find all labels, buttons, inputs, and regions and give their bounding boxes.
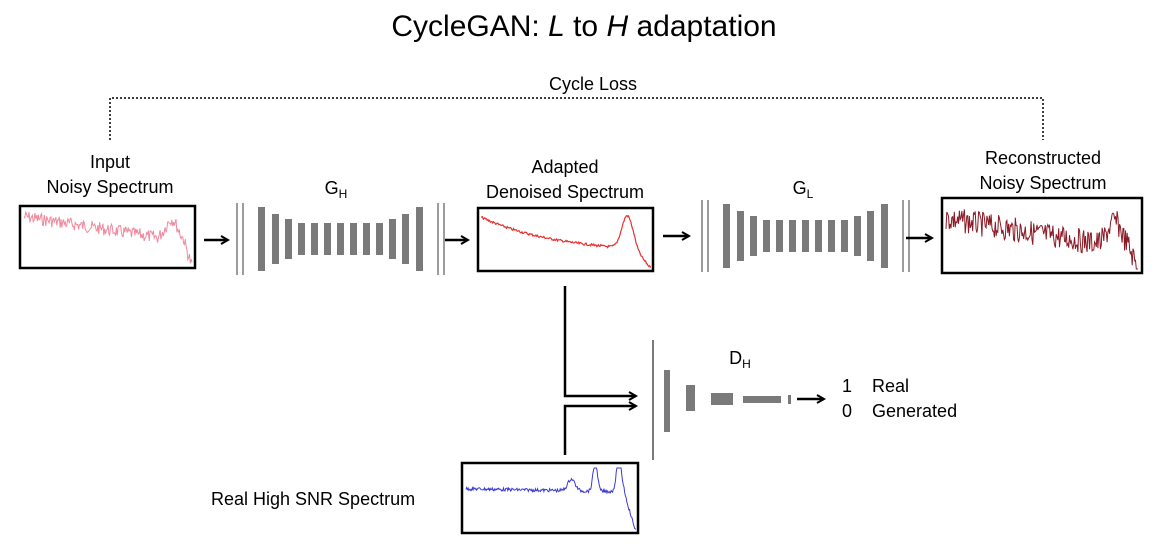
network-layer (258, 207, 265, 271)
network-layer (854, 216, 861, 256)
cycle-loss-label: Cycle Loss (548, 74, 638, 94)
discriminator-layer (686, 385, 695, 411)
network-layer (723, 204, 730, 268)
output-real: 1 Real (842, 374, 909, 399)
reconstructed-spectrum-box (940, 196, 1144, 275)
generator-h-base: G (324, 178, 339, 198)
title-suffix: adaptation (628, 10, 777, 43)
network-layer (776, 220, 783, 252)
output-real-value: 1 (842, 376, 853, 396)
network-layer (750, 216, 757, 256)
discriminator-layer (711, 393, 733, 405)
title-domain-to: H (606, 10, 629, 43)
network-layer (376, 223, 383, 255)
reconstructed-spectrum-trace (945, 209, 1138, 270)
discriminator-h-base: D (729, 348, 743, 368)
input-spectrum-trace (23, 210, 193, 264)
output-generated-value: 0 (842, 401, 853, 421)
adapted-spectrum-box (476, 206, 655, 273)
network-layer (867, 211, 874, 261)
generator-h-sub: H (338, 187, 348, 201)
generator-l-network (701, 200, 910, 272)
discriminator-h-sub: H (742, 357, 751, 371)
generator-l-sub: L (806, 187, 814, 201)
adapted-label-line1: Adapted (531, 157, 599, 177)
discriminator-layer (664, 370, 670, 432)
adapted-label-line2: Denoised Spectrum (485, 182, 645, 202)
title-domain-from: L (548, 10, 565, 43)
network-layer (285, 219, 292, 259)
output-real-label: Real (872, 376, 910, 396)
cycle-loss-connector (109, 97, 1044, 140)
generator-h-label: GH (286, 176, 386, 207)
discriminator-layer (743, 396, 781, 403)
page-title: CycleGAN: L to H adaptation (0, 10, 1168, 44)
generator-l-base: G (792, 178, 807, 198)
title-middle: to (564, 10, 607, 43)
arrow-real-to-discriminator (563, 406, 636, 455)
arrow-adapted-to-discriminator (563, 286, 636, 396)
real-spectrum-label: Real High SNR Spectrum (211, 489, 416, 509)
real-spectrum-box (460, 461, 640, 535)
network-layer (737, 211, 744, 261)
network-layer (416, 207, 423, 271)
network-layer (298, 223, 305, 255)
real-spectrum-trace (465, 467, 636, 530)
output-generated: 0 Generated (842, 399, 957, 424)
reconstructed-label-line2: Noisy Spectrum (979, 173, 1107, 193)
network-layer (337, 223, 344, 255)
network-layer (402, 214, 409, 264)
adapted-spectrum-label: Adapted Denoised Spectrum (465, 155, 665, 205)
network-layer (789, 220, 796, 252)
network-layer (272, 214, 279, 264)
discriminator-output-layer (788, 395, 791, 404)
network-layer (350, 223, 357, 255)
discriminator-h-label: DH (700, 346, 780, 377)
network-layer (802, 220, 809, 252)
output-generated-label: Generated (872, 401, 958, 421)
reconstructed-label-line1: Reconstructed (984, 148, 1102, 168)
network-layer (389, 219, 396, 259)
generator-h-network (236, 203, 445, 275)
network-layer (828, 220, 835, 252)
network-layer (841, 220, 848, 252)
network-layer (324, 223, 331, 255)
network-layer (815, 220, 822, 252)
network-layer (311, 223, 318, 255)
network-layer (763, 220, 770, 252)
input-label-line1: Input (89, 152, 131, 172)
reconstructed-spectrum-label: Reconstructed Noisy Spectrum (943, 146, 1143, 196)
input-spectrum-box (18, 204, 197, 270)
network-layer (363, 223, 370, 255)
generator-l-label: GL (753, 176, 853, 207)
network-layer (881, 204, 888, 268)
input-spectrum-label: Input Noisy Spectrum (10, 150, 210, 200)
input-label-line2: Noisy Spectrum (46, 177, 174, 197)
adapted-spectrum-trace (480, 214, 651, 268)
title-prefix: CycleGAN: (391, 10, 549, 43)
